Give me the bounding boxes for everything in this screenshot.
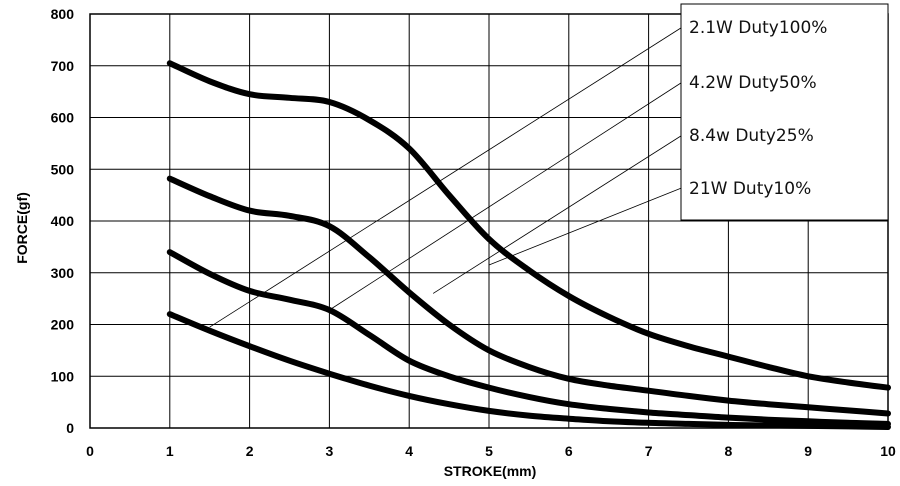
series-line-2 — [166, 175, 891, 417]
x-tick-6: 6 — [565, 443, 573, 459]
x-tick-8: 8 — [725, 443, 733, 459]
y-tick-700: 700 — [51, 58, 75, 74]
x-tick-5: 5 — [485, 443, 493, 459]
legend-entry-2: 4.2W Duty50% — [689, 73, 817, 93]
leader-line-1 — [209, 25, 685, 328]
series-curves — [166, 60, 891, 430]
y-tick-200: 200 — [51, 317, 75, 333]
y-tick-0: 0 — [66, 420, 74, 436]
y-tick-500: 500 — [51, 161, 75, 177]
x-tick-1: 1 — [166, 443, 174, 459]
grid — [89, 13, 889, 429]
legend-box — [680, 3, 889, 221]
legend-leader-lines — [209, 25, 685, 328]
y-tick-800: 800 — [51, 6, 75, 22]
x-tick-4: 4 — [405, 443, 413, 459]
legend: 2.1W Duty100% 4.2W Duty50% 8.4w Duty25% 21W… — [689, 18, 827, 199]
x-tick-10: 10 — [880, 443, 896, 459]
leader-line-4 — [488, 186, 685, 266]
series-line-3 — [166, 249, 891, 427]
x-axis-label: STROKE(mm) — [444, 463, 537, 479]
x-tick-0: 0 — [86, 443, 94, 459]
legend-entry-4: 21W Duty10% — [689, 179, 811, 199]
x-tick-7: 7 — [645, 443, 653, 459]
y-tick-300: 300 — [51, 265, 75, 281]
series-line-1 — [166, 60, 891, 391]
plot-frame — [89, 13, 889, 429]
x-tick-2: 2 — [246, 443, 254, 459]
x-tick-3: 3 — [326, 443, 334, 459]
y-tick-400: 400 — [51, 213, 75, 229]
leader-line-2 — [329, 80, 685, 311]
y-axis-label: FORCE(gf) — [14, 192, 30, 264]
series-line-4 — [166, 311, 891, 430]
x-tick-9: 9 — [804, 443, 812, 459]
y-tick-600: 600 — [51, 110, 75, 126]
leader-line-3 — [432, 133, 685, 294]
legend-entry-1: 2.1W Duty100% — [689, 18, 827, 38]
legend-entry-3: 8.4w Duty25% — [689, 126, 814, 146]
y-tick-100: 100 — [51, 368, 75, 384]
